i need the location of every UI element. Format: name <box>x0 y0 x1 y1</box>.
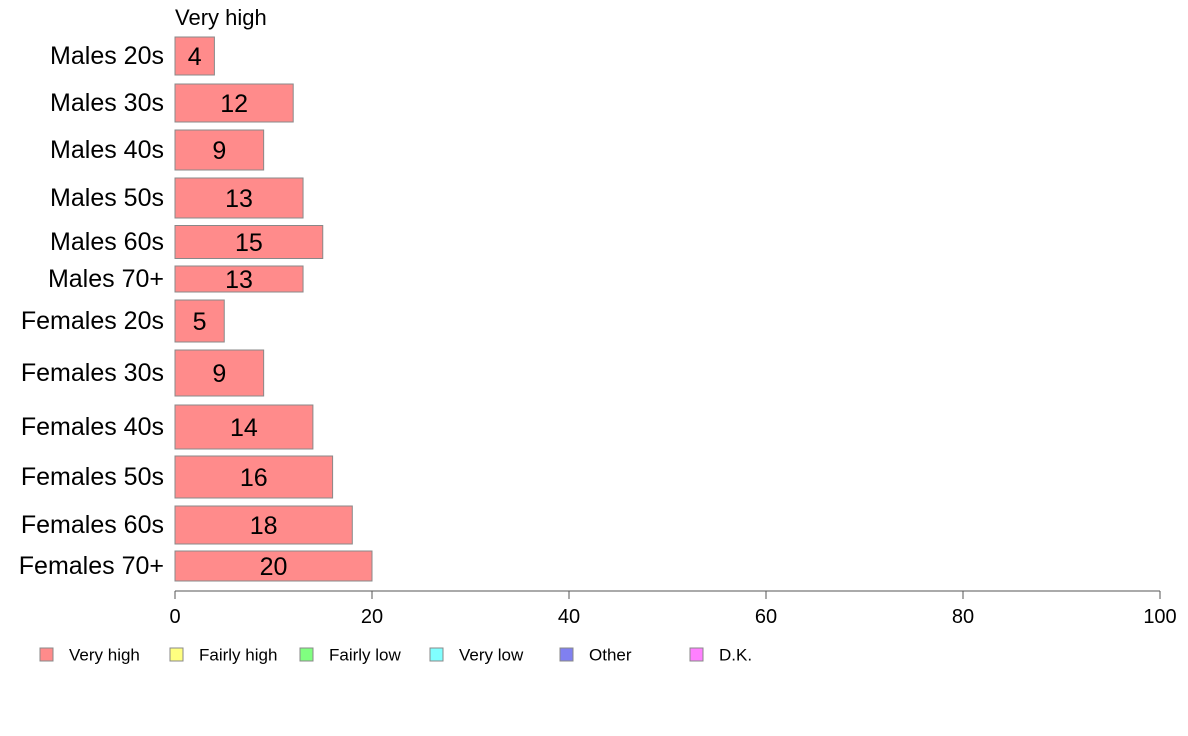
x-tick-label: 0 <box>169 606 180 628</box>
data-label: 18 <box>250 512 278 540</box>
data-label: 4 <box>188 43 202 71</box>
category-label: Females 30s <box>21 359 164 387</box>
bar <box>174 550 373 582</box>
legend-label: Fairly low <box>329 646 402 665</box>
legend-swatch <box>299 647 314 662</box>
category-label: Males 40s <box>50 136 164 164</box>
x-axis: 0 20 40 60 80 100 <box>169 590 1177 628</box>
data-label: 5 <box>193 308 207 336</box>
bar <box>174 505 353 545</box>
data-label: 12 <box>220 90 248 118</box>
legend-swatch <box>559 647 574 662</box>
legend-swatch <box>689 647 704 662</box>
bar <box>174 129 265 171</box>
bar <box>174 177 304 219</box>
category-label: Males 20s <box>50 42 164 70</box>
x-tick-label: 60 <box>755 606 777 628</box>
data-label: 14 <box>230 414 258 442</box>
category-label: Females 60s <box>21 511 164 539</box>
x-tick-label: 80 <box>952 606 974 628</box>
bar <box>174 455 334 499</box>
series-title: Very high <box>175 5 267 30</box>
legend-label: Fairly high <box>199 646 277 665</box>
data-label: 20 <box>260 553 288 581</box>
category-label: Females 20s <box>21 307 164 335</box>
bar <box>174 265 304 293</box>
legend-label: D.K. <box>719 646 752 665</box>
legend-swatch <box>429 647 444 662</box>
x-tick-label: 40 <box>558 606 580 628</box>
data-label: 15 <box>235 229 263 257</box>
data-label: 9 <box>212 137 226 165</box>
bar <box>174 404 314 450</box>
bar <box>174 299 225 343</box>
legend-label: Other <box>589 646 632 665</box>
category-label: Males 70+ <box>48 265 164 293</box>
data-label: 16 <box>240 464 268 492</box>
category-label: Females 40s <box>21 413 164 441</box>
category-label: Males 30s <box>50 89 164 117</box>
bar <box>174 349 265 397</box>
x-tick-label: 20 <box>361 606 383 628</box>
bars-group: Males 20s 4 Males 30s 12 Males 40s 9 Males 50s… <box>19 36 373 582</box>
legend-swatch <box>39 647 54 662</box>
legend-label: Very low <box>459 646 524 665</box>
x-tick-label: 100 <box>1143 606 1176 628</box>
bar <box>174 83 294 123</box>
category-label: Males 60s <box>50 228 164 256</box>
legend-swatch <box>169 647 184 662</box>
category-label: Females 70+ <box>19 552 164 580</box>
category-label: Females 50s <box>21 463 164 491</box>
bar <box>174 225 324 259</box>
legend-label: Very high <box>69 646 140 665</box>
data-label: 13 <box>225 185 253 213</box>
category-label: Males 50s <box>50 184 164 212</box>
data-label: 9 <box>212 360 226 388</box>
data-label: 13 <box>225 266 253 294</box>
legend: Very high Fairly high Fairly low Very low Ot… <box>39 646 752 665</box>
bar <box>174 36 215 76</box>
